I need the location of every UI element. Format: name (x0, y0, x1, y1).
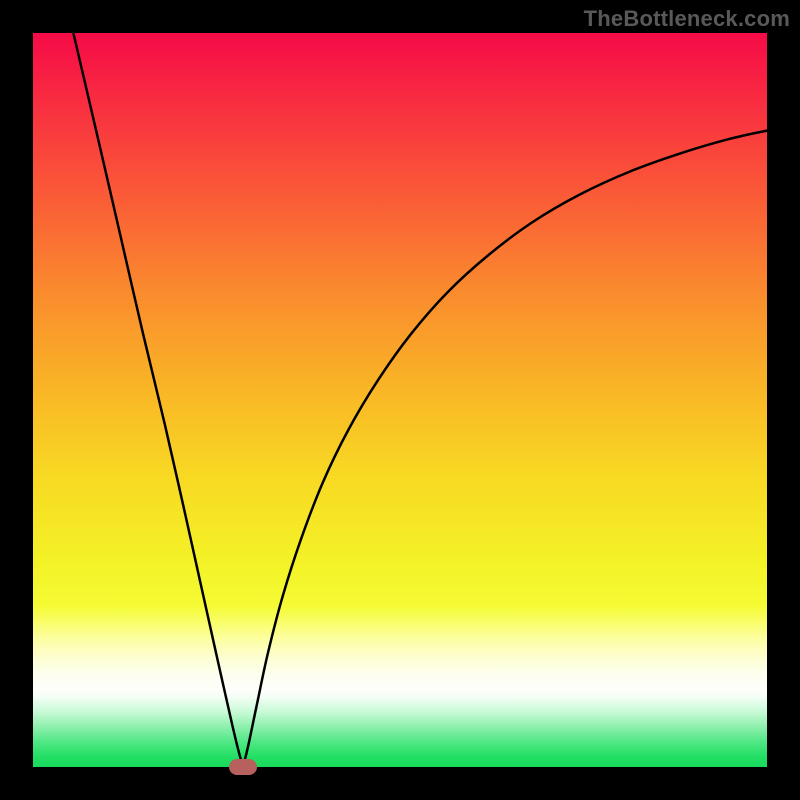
chart-container: { "attribution": { "text": "TheBottlenec… (0, 0, 800, 800)
curve-path (73, 33, 767, 767)
minimum-marker (229, 759, 257, 775)
bottleneck-curve (33, 33, 767, 767)
attribution-text: TheBottleneck.com (584, 6, 790, 32)
plot-area (33, 33, 767, 767)
